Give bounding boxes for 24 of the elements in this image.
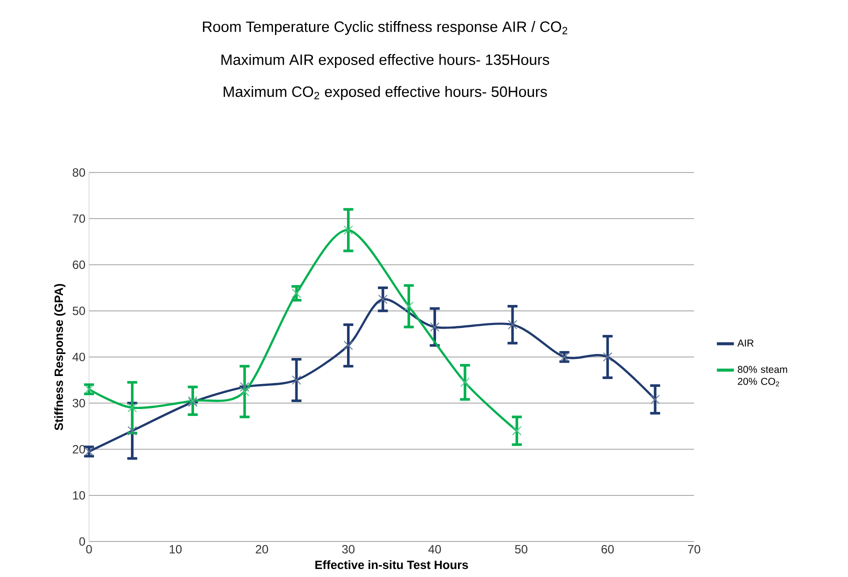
x-tick-label: 20 [256, 544, 268, 554]
y-axis-title: Stiffness Response (GPA) [54, 284, 66, 430]
y-tick-label: 50 [72, 306, 86, 316]
legend-label: AIR [737, 340, 754, 346]
x-axis-title: Effective in-situ Test Hours [315, 560, 468, 570]
x-tick-label: 50 [515, 544, 528, 554]
chart-subtitle: Maximum AIR exposed effective hours- 135Hours [221, 54, 550, 68]
chart-title: Room Temperature Cyclic stiffness response AIR / CO$_{2}$ [202, 21, 568, 35]
y-tick-label: 0 [79, 537, 86, 546]
legend-label: 80% steam 20% CO$_{2}$ [738, 366, 788, 386]
x-tick-label: 60 [602, 544, 614, 554]
y-tick-label: 20 [72, 444, 86, 454]
y-tick-label: 70 [72, 214, 86, 223]
y-tick-label: 40 [72, 352, 86, 362]
text: Maximum CO$_{2}$ exposed effective hours- 50Hours [224, 86, 547, 100]
x-tick-label: 70 [688, 544, 700, 554]
x-tick-label: 10 [170, 544, 182, 554]
y-tick-label: 30 [72, 398, 86, 408]
y-tick-label: 10 [73, 491, 86, 500]
y-tick-label: 60 [72, 260, 86, 269]
y-tick-label: 80 [72, 168, 86, 177]
x-tick-label: 0 [86, 544, 92, 554]
x-tick-label: 30 [342, 544, 354, 554]
x-tick-label: 40 [428, 544, 441, 554]
